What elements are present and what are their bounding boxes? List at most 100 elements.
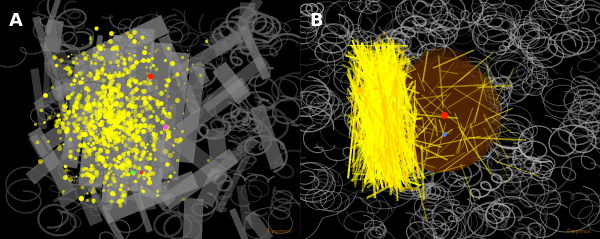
Point	[97, 109, 106, 113]
Point	[85, 173, 94, 177]
Point	[143, 58, 153, 62]
Point	[104, 84, 114, 88]
Point	[112, 133, 122, 137]
Point	[136, 185, 146, 189]
Point	[103, 171, 113, 175]
Point	[111, 88, 121, 92]
Point	[109, 117, 119, 121]
Point	[104, 96, 113, 100]
Point	[84, 56, 94, 60]
Point	[97, 156, 106, 160]
Point	[103, 143, 113, 147]
Point	[91, 135, 100, 139]
Point	[439, 132, 449, 136]
Point	[136, 60, 145, 63]
Point	[92, 90, 101, 94]
Point	[173, 82, 183, 86]
Point	[82, 53, 91, 56]
Point	[125, 132, 134, 136]
Point	[149, 134, 158, 138]
Point	[82, 87, 91, 90]
Point	[120, 150, 130, 154]
Point	[82, 125, 91, 129]
Point	[72, 106, 82, 110]
Point	[109, 140, 119, 144]
Point	[65, 69, 74, 72]
Point	[148, 132, 158, 136]
Point	[161, 111, 170, 115]
Point	[128, 171, 138, 175]
Point	[93, 91, 103, 95]
Point	[82, 107, 91, 111]
Point	[89, 102, 99, 105]
Point	[128, 64, 138, 68]
Point	[113, 59, 122, 63]
Point	[59, 107, 68, 111]
Point	[100, 163, 110, 167]
Point	[131, 85, 141, 89]
Point	[89, 100, 98, 104]
Point	[106, 89, 115, 93]
Point	[103, 97, 113, 101]
Point	[120, 67, 130, 71]
Point	[143, 156, 152, 160]
Point	[114, 70, 124, 74]
Point	[130, 79, 140, 83]
Point	[123, 186, 133, 190]
Point	[131, 79, 141, 83]
Point	[135, 104, 145, 108]
Point	[61, 104, 70, 108]
Point	[83, 108, 93, 112]
Point	[79, 143, 88, 147]
Point	[95, 107, 104, 111]
Point	[133, 136, 143, 140]
Point	[111, 122, 121, 126]
Point	[81, 172, 91, 176]
Point	[74, 81, 84, 85]
Point	[94, 55, 103, 59]
Point	[130, 123, 140, 126]
Point	[98, 43, 107, 47]
Point	[112, 137, 122, 141]
Point	[83, 198, 92, 201]
Point	[105, 116, 115, 120]
Point	[104, 113, 114, 116]
Point	[80, 117, 89, 120]
Point	[127, 95, 137, 98]
Point	[64, 54, 73, 58]
Point	[91, 173, 101, 177]
Point	[128, 77, 137, 81]
Point	[131, 132, 140, 136]
Point	[75, 143, 85, 147]
Point	[58, 189, 68, 192]
Point	[88, 200, 98, 204]
Point	[122, 31, 131, 35]
Point	[100, 127, 109, 131]
Point	[132, 129, 142, 133]
Point	[201, 39, 211, 43]
Point	[98, 139, 108, 143]
Point	[151, 86, 161, 90]
Point	[106, 31, 115, 35]
Point	[106, 126, 116, 130]
Point	[121, 95, 131, 99]
Point	[132, 129, 142, 133]
Point	[98, 159, 107, 163]
Point	[104, 74, 113, 78]
Point	[167, 62, 176, 65]
Point	[108, 78, 118, 82]
Point	[113, 119, 122, 123]
Point	[91, 129, 101, 133]
Point	[89, 147, 98, 150]
Point	[117, 194, 127, 198]
Point	[152, 47, 162, 50]
Point	[95, 111, 104, 115]
Ellipse shape	[399, 50, 477, 160]
Point	[132, 127, 142, 131]
Point	[117, 117, 127, 121]
Point	[91, 109, 100, 113]
Point	[114, 85, 124, 89]
Point	[122, 158, 131, 162]
Point	[71, 174, 81, 178]
Point	[105, 81, 115, 85]
